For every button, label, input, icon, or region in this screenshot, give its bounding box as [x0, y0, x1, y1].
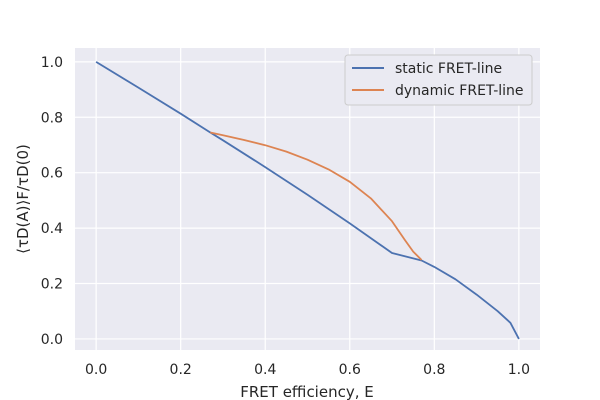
x-tick-label: 0.4 [254, 362, 276, 378]
y-tick-label: 1.0 [41, 55, 63, 71]
y-tick-label: 0.4 [41, 221, 63, 237]
y-tick-label: 0.6 [41, 166, 63, 182]
x-tick-label: 0.2 [170, 362, 192, 378]
series-line-1 [210, 131, 423, 261]
legend-box [344, 54, 533, 106]
x-axis-label: FRET efficiency, E [240, 383, 373, 400]
y-tick-label: 0.2 [41, 277, 63, 293]
y-tick-label: 0.8 [41, 110, 63, 126]
y-axis-label: ⟨τD(A)⟩F/τD(0) [14, 144, 32, 254]
x-tick-label: 0.8 [423, 362, 445, 378]
x-tick-label: 1.0 [508, 362, 530, 378]
y-tick-label: 0.0 [41, 332, 63, 348]
y-ticks: 0.0 0.2 0.4 0.6 0.8 1.0 [41, 55, 63, 348]
series-lines [95, 61, 520, 340]
series-line-0 [95, 61, 520, 340]
x-tick-label: 0.0 [85, 362, 107, 378]
legend-label-static: static FRET-line [395, 61, 502, 77]
legend-label-dynamic: dynamic FRET-line [395, 83, 524, 99]
grid-lines [75, 48, 540, 350]
x-tick-label: 0.6 [339, 362, 361, 378]
x-ticks: 0.0 0.2 0.4 0.6 0.8 1.0 [85, 362, 530, 378]
legend: static FRET-line dynamic FRET-line [344, 54, 533, 106]
